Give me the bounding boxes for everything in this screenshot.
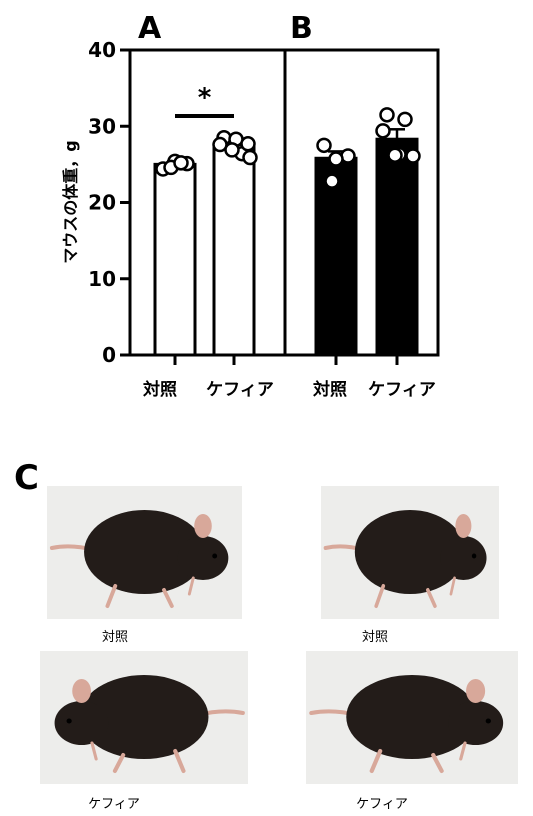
data-point: [324, 173, 340, 189]
mouse-photo: [40, 651, 248, 784]
photo-caption: ケフィア: [88, 797, 140, 812]
panel-letter-b: B: [290, 11, 313, 46]
mouse-leg: [426, 588, 437, 608]
mouse-eye: [66, 718, 72, 724]
y-tick-label: 0: [102, 343, 116, 367]
data-point: [242, 149, 258, 166]
mouse-body: [84, 510, 205, 594]
y-tick-label: 40: [88, 38, 116, 62]
significance-label: *: [198, 83, 212, 113]
panel-letter-c: C: [14, 458, 39, 498]
mouse-eye: [471, 553, 477, 559]
mouse-illustration: [323, 510, 487, 608]
data-point: [379, 107, 395, 123]
bar-chart: A B マウスの体重，g 0 10 20 30 40 対照 ケフィア * 対照 ケフィア: [61, 11, 440, 400]
panel-letter-a: A: [138, 11, 162, 46]
mouse-body: [79, 675, 209, 759]
y-tick-label: 30: [88, 114, 116, 138]
y-axis-label: マウスの体重，g: [61, 140, 80, 263]
mouse-ear: [194, 514, 212, 538]
mouse-head: [448, 701, 504, 745]
bar: [375, 137, 419, 357]
mouse-body: [346, 675, 478, 759]
mouse-photo: [321, 486, 499, 619]
data-point: [387, 147, 403, 163]
mouse-body: [354, 510, 466, 594]
mouse-ear: [466, 679, 486, 703]
data-point: [224, 142, 240, 158]
mouse-leg: [369, 749, 383, 773]
mouse-ear: [72, 679, 91, 703]
photo-caption: 対照: [361, 630, 388, 645]
tick-labels: 0 10 20 30 40 対照 ケフィア * 対照 ケフィア: [88, 38, 436, 400]
y-tick-label: 20: [88, 191, 116, 215]
data-points: [155, 107, 421, 189]
y-tick-label: 10: [88, 267, 116, 291]
mouse-eye: [212, 553, 218, 559]
mouse-illustration: [49, 510, 229, 608]
mouse-ear: [455, 514, 472, 538]
data-point: [328, 151, 344, 167]
mouse-leg: [187, 576, 195, 596]
mouse-illustration: [54, 675, 245, 773]
mouse-photo: [306, 651, 518, 784]
data-point: [240, 136, 256, 152]
mouse-leg: [431, 753, 444, 773]
mouse-leg: [374, 584, 386, 608]
category-label: ケフィア: [368, 380, 436, 400]
bar: [153, 162, 197, 357]
mouse-head: [54, 701, 109, 745]
axes: [120, 48, 440, 365]
photo-caption: 対照: [101, 630, 128, 645]
mouse-head: [440, 536, 487, 580]
mouse-leg: [449, 576, 456, 596]
mouse-leg: [162, 588, 174, 608]
mouse-illustration: [309, 675, 504, 773]
mouse-leg: [173, 749, 186, 773]
bars: [153, 128, 419, 357]
mouse-eye: [485, 718, 491, 724]
mouse-leg: [112, 753, 126, 773]
mouse-leg: [459, 741, 467, 761]
photo-caption: ケフィア: [356, 797, 408, 812]
category-label: ケフィア: [206, 380, 274, 400]
bar: [212, 143, 256, 357]
data-point: [375, 123, 391, 139]
category-label: 対照: [142, 379, 177, 400]
mouse-leg: [105, 584, 118, 608]
data-point: [405, 148, 421, 164]
mouse-head: [177, 536, 229, 580]
mouse-leg: [90, 741, 98, 761]
mouse-photo: [47, 486, 242, 619]
category-label: 対照: [312, 379, 347, 400]
data-point: [316, 137, 332, 154]
data-point: [173, 155, 189, 171]
data-point: [397, 111, 413, 128]
